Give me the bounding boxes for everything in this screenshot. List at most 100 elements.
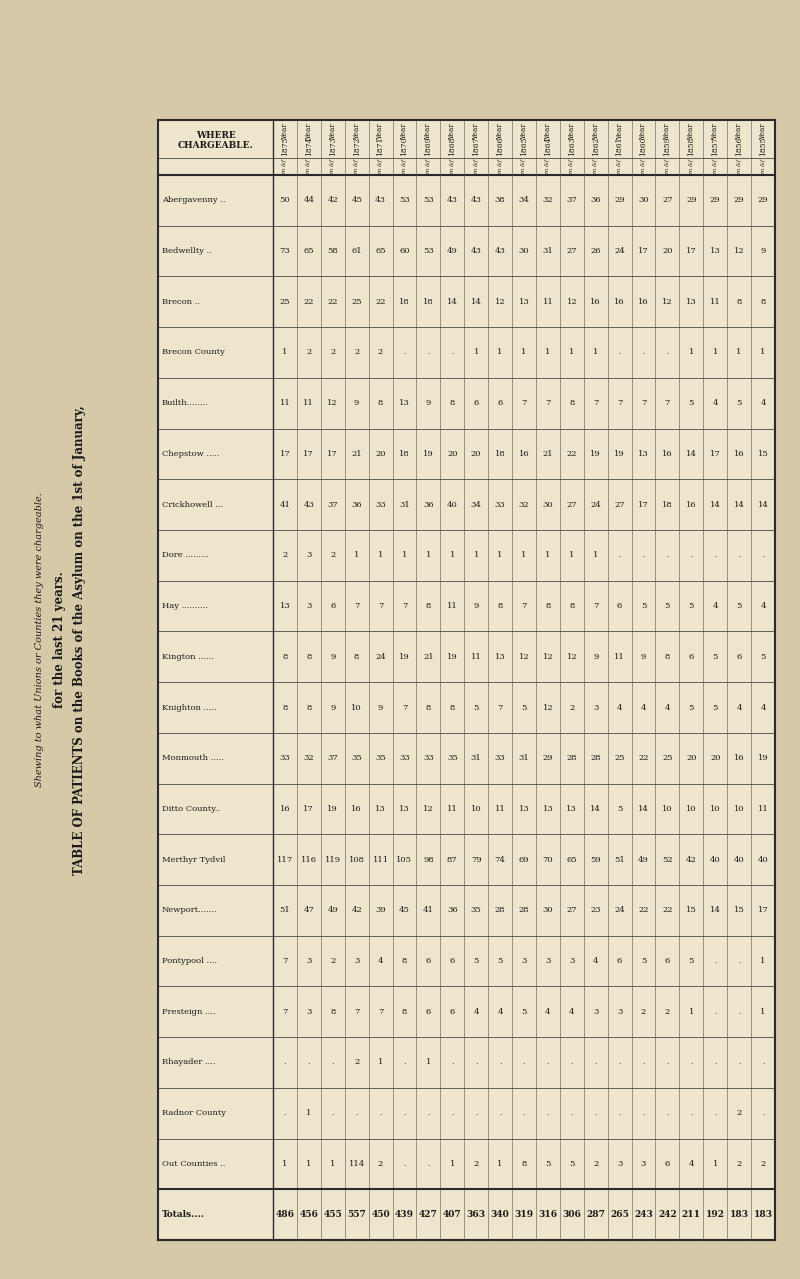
Text: 43: 43 (375, 197, 386, 205)
Text: 1: 1 (450, 1160, 455, 1168)
Text: 5: 5 (641, 957, 646, 966)
Text: 1: 1 (593, 348, 598, 357)
Text: 18: 18 (399, 298, 410, 306)
Text: 8: 8 (569, 602, 574, 610)
Text: 13: 13 (542, 804, 554, 813)
Text: 11: 11 (471, 652, 482, 661)
Text: Builth........: Builth........ (162, 399, 209, 407)
Text: 25: 25 (662, 755, 673, 762)
Text: 31: 31 (542, 247, 554, 255)
Text: 8: 8 (522, 1160, 526, 1168)
Text: .: . (522, 1059, 526, 1067)
Text: .: . (666, 1109, 669, 1118)
Text: .: . (331, 1059, 334, 1067)
Text: Ditto County..: Ditto County.. (162, 804, 220, 813)
Text: m &f: m &f (665, 160, 670, 174)
Text: 8: 8 (330, 1008, 335, 1016)
Text: 10: 10 (471, 804, 482, 813)
Text: 19: 19 (614, 450, 625, 458)
Text: 7: 7 (378, 602, 383, 610)
Text: 41: 41 (279, 500, 290, 509)
Text: 4: 4 (713, 399, 718, 407)
Text: 427: 427 (419, 1210, 438, 1219)
Text: Year: Year (329, 124, 337, 141)
Text: 5: 5 (474, 957, 479, 966)
Text: 105: 105 (397, 856, 413, 863)
Text: 27: 27 (566, 500, 577, 509)
Text: 5: 5 (689, 399, 694, 407)
Text: 87: 87 (447, 856, 458, 863)
Text: 11: 11 (447, 804, 458, 813)
Text: Year: Year (616, 124, 624, 141)
Text: 1866: 1866 (496, 137, 504, 156)
Text: 1: 1 (306, 1109, 311, 1118)
Text: 7: 7 (282, 957, 288, 966)
Text: 5: 5 (689, 602, 694, 610)
Text: 17: 17 (327, 450, 338, 458)
Text: 22: 22 (638, 907, 649, 914)
Text: 3: 3 (306, 551, 311, 559)
Text: 13: 13 (399, 399, 410, 407)
Text: 450: 450 (371, 1210, 390, 1219)
Text: 1875: 1875 (281, 137, 289, 156)
Text: 42: 42 (327, 197, 338, 205)
Text: 1: 1 (522, 348, 526, 357)
Text: 17: 17 (710, 450, 721, 458)
Text: WHERE: WHERE (196, 130, 235, 139)
Text: 18: 18 (494, 450, 506, 458)
Text: .: . (762, 1109, 764, 1118)
Text: 12: 12 (662, 298, 673, 306)
Text: 98: 98 (423, 856, 434, 863)
Text: 7: 7 (282, 1008, 288, 1016)
Text: 40: 40 (758, 856, 769, 863)
Text: 14: 14 (734, 500, 745, 509)
Text: 1: 1 (378, 551, 383, 559)
Text: .: . (714, 957, 717, 966)
Text: 2: 2 (354, 348, 359, 357)
Text: m &f: m &f (570, 160, 574, 174)
Text: 4: 4 (760, 602, 766, 610)
Text: 16: 16 (614, 298, 625, 306)
Text: 5: 5 (713, 703, 718, 711)
Text: 19: 19 (447, 652, 458, 661)
Text: 6: 6 (450, 1008, 455, 1016)
Text: 4: 4 (498, 1008, 503, 1016)
Text: 22: 22 (662, 907, 673, 914)
Text: 111: 111 (373, 856, 389, 863)
Text: 37: 37 (327, 755, 338, 762)
Text: 12: 12 (566, 298, 577, 306)
Text: .: . (498, 1059, 502, 1067)
Text: 7: 7 (402, 703, 407, 711)
Text: Pontypool ....: Pontypool .... (162, 957, 217, 966)
Text: 183: 183 (730, 1210, 749, 1219)
Text: 11: 11 (542, 298, 554, 306)
Text: 1: 1 (426, 1059, 431, 1067)
Text: .: . (666, 1059, 669, 1067)
Text: 9: 9 (378, 703, 383, 711)
Text: Shewing to what Unions or Counties they were chargeable.: Shewing to what Unions or Counties they … (35, 492, 45, 788)
Text: 1874: 1874 (305, 137, 313, 156)
Text: 5: 5 (474, 703, 479, 711)
Text: 59: 59 (590, 856, 601, 863)
Text: Totals....: Totals.... (162, 1210, 205, 1219)
Text: 28: 28 (494, 907, 506, 914)
Text: m &f: m &f (689, 160, 694, 174)
Text: 3: 3 (593, 1008, 598, 1016)
Text: CHARGEABLE.: CHARGEABLE. (178, 141, 254, 150)
Text: Chepstow .....: Chepstow ..... (162, 450, 219, 458)
Text: 5: 5 (737, 399, 742, 407)
Text: 16: 16 (734, 450, 745, 458)
Text: 1860: 1860 (639, 137, 647, 156)
Text: .: . (690, 1109, 693, 1118)
Text: 12: 12 (518, 652, 530, 661)
Text: 27: 27 (614, 500, 625, 509)
Text: 2: 2 (665, 1008, 670, 1016)
Text: .: . (355, 1109, 358, 1118)
Text: 32: 32 (303, 755, 314, 762)
Text: m &f: m &f (617, 160, 622, 174)
Text: 1864: 1864 (544, 137, 552, 156)
Text: 1870: 1870 (401, 137, 409, 156)
Text: 5: 5 (546, 1160, 550, 1168)
Text: m &f: m &f (498, 160, 502, 174)
Text: 27: 27 (566, 907, 577, 914)
